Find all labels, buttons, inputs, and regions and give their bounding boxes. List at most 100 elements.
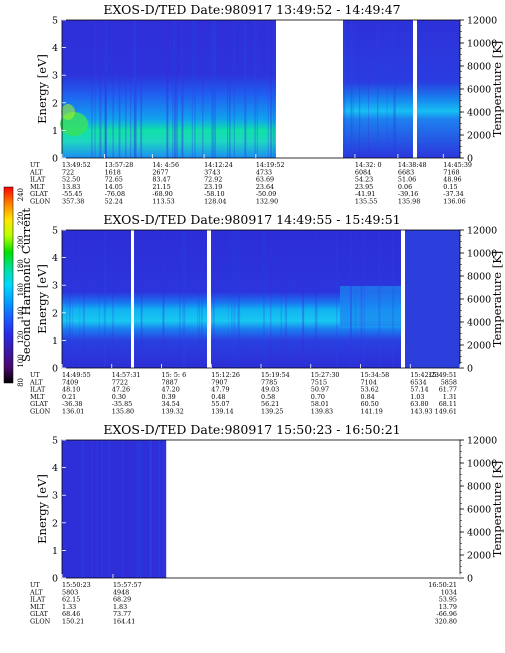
ephemeris-cell: 60.50 [361,400,379,408]
ephemeris-cell: 13:49:52 [62,161,91,169]
ephemeris-cell: 15:12:26 [211,371,240,379]
ephemeris-row-label: MLT [30,603,45,611]
spectro-streak [211,20,213,158]
ephemeris-cell: 143.93 [410,408,432,416]
y-axis-label: Energy [eV] [35,474,49,544]
spectro-streak [191,20,193,158]
ephemeris-cell: 5803 [62,588,78,596]
spectro-streak [109,440,111,578]
panel-2-gap-1 [131,230,134,368]
colorbar-tick-label: 160 [17,283,25,296]
spectro-streak [133,20,136,158]
spectro-streak [166,20,169,158]
ephemeris-cell: -68.90 [152,190,172,198]
ephemeris-row-label: ALT [29,168,43,176]
spectro-streak [140,20,143,158]
ephemeris-cell: 47.26 [112,386,130,394]
ephemeris-row-label: GLON [30,618,51,626]
spectro-streak [130,20,132,158]
spectro-streak [159,440,160,578]
y2-tick-label: 10000 [467,459,497,470]
spectro-streak [136,440,139,578]
spectro-streak [231,230,233,368]
ephemeris-cell: 15:42:23 [410,371,439,379]
spectro-streak [314,230,317,368]
spectro-streak [172,20,173,158]
panel-2-gap-3 [401,230,405,368]
panel-2-gap-2 [207,230,211,368]
spectro-streak [140,230,143,368]
y2-tick-label: 10000 [467,39,497,50]
colorbar-tick-label: 100 [17,354,25,367]
ephemeris-cell: 15:57:57 [113,581,142,589]
ephemeris-cell: -41.91 [355,190,375,198]
spectro-streak [194,20,196,158]
y2-tick-label: 0 [467,154,473,165]
ephemeris-cell: 58.01 [311,400,329,408]
spectro-streak [212,20,215,158]
spectro-streak [66,230,68,368]
y2-axis-label: Temperature [K] [490,461,504,558]
ephemeris-row-label: GLAT [30,190,49,198]
y-axis-label: Energy [eV] [35,264,49,334]
y2-tick-label: 6000 [467,505,491,516]
y2-axis-label: Temperature [K] [490,251,504,348]
y2-tick-label: 6000 [467,295,491,306]
spectro-streak [72,230,73,368]
spectro-streak [162,230,165,368]
ephemeris-cell: 139.83 [311,408,333,416]
spectro-streak [145,440,147,578]
y-tick-label: 5 [52,226,58,237]
y2-tick-label: 0 [467,574,473,585]
y-tick-label: 2 [52,308,58,319]
panel-1-gap-2 [413,20,417,158]
y-tick-label: 4 [52,43,58,54]
ephemeris-cell: 14.05 [105,183,123,191]
ephemeris-cell: 139.32 [162,408,184,416]
ephemeris-cell: 54.23 [355,176,373,184]
spectro-streak [99,20,102,158]
spectro-streak [96,440,98,578]
spectro-streak [343,20,346,158]
ephemeris-cell: -66.96 [437,610,457,618]
spectro-streak [244,20,246,158]
y2-tick-label: 12000 [467,226,497,237]
ephemeris-cell: 0.21 [62,393,76,401]
ephemeris-cell: 52.24 [105,198,123,206]
ephemeris-cell: 52.50 [62,176,80,184]
ephemeris-cell: 1.83 [113,603,127,611]
ephemeris-cell: 63.69 [256,176,274,184]
ephemeris-cell: 4733 [256,168,272,176]
spectro-streak [98,230,100,368]
spectro-streak [377,20,379,158]
ephemeris-cell: 15:49:51 [428,371,457,379]
ephemeris-cell: 7785 [261,378,277,386]
colorbar-tick-label: 140 [17,307,25,320]
ephemeris-cell: -35.85 [112,400,132,408]
spectro-streak [350,230,352,368]
ephemeris-cell: 48.10 [62,386,80,394]
ephemeris-cell: 0.30 [112,393,126,401]
ephemeris-cell: 0.84 [361,393,375,401]
ephemeris-cell: 150.21 [62,618,84,626]
spectro-streak [198,230,200,368]
y2-tick-label: 4000 [467,108,491,119]
spectro-streak [144,440,147,578]
spectro-streak [79,230,81,368]
ephemeris-cell: 56.21 [261,400,279,408]
ephemeris-cell: 0.58 [261,393,275,401]
spectro-streak [91,20,93,158]
ephemeris-cell: -50.09 [256,190,276,198]
panel-1-seg-c [417,20,460,158]
spectro-streak [238,230,241,368]
spectro-streak [163,230,165,368]
y2-axis-label: Temperature [K] [490,41,504,138]
y-tick-label: 1 [52,546,58,557]
spectro-streak [63,440,65,578]
spectro-streak [62,440,65,578]
spectro-streak [254,20,256,158]
ephemeris-cell: 7409 [62,378,78,386]
colorbar-tick-label: 80 [17,378,25,387]
spectro-streak [105,20,106,158]
spectro-streak [215,20,216,158]
